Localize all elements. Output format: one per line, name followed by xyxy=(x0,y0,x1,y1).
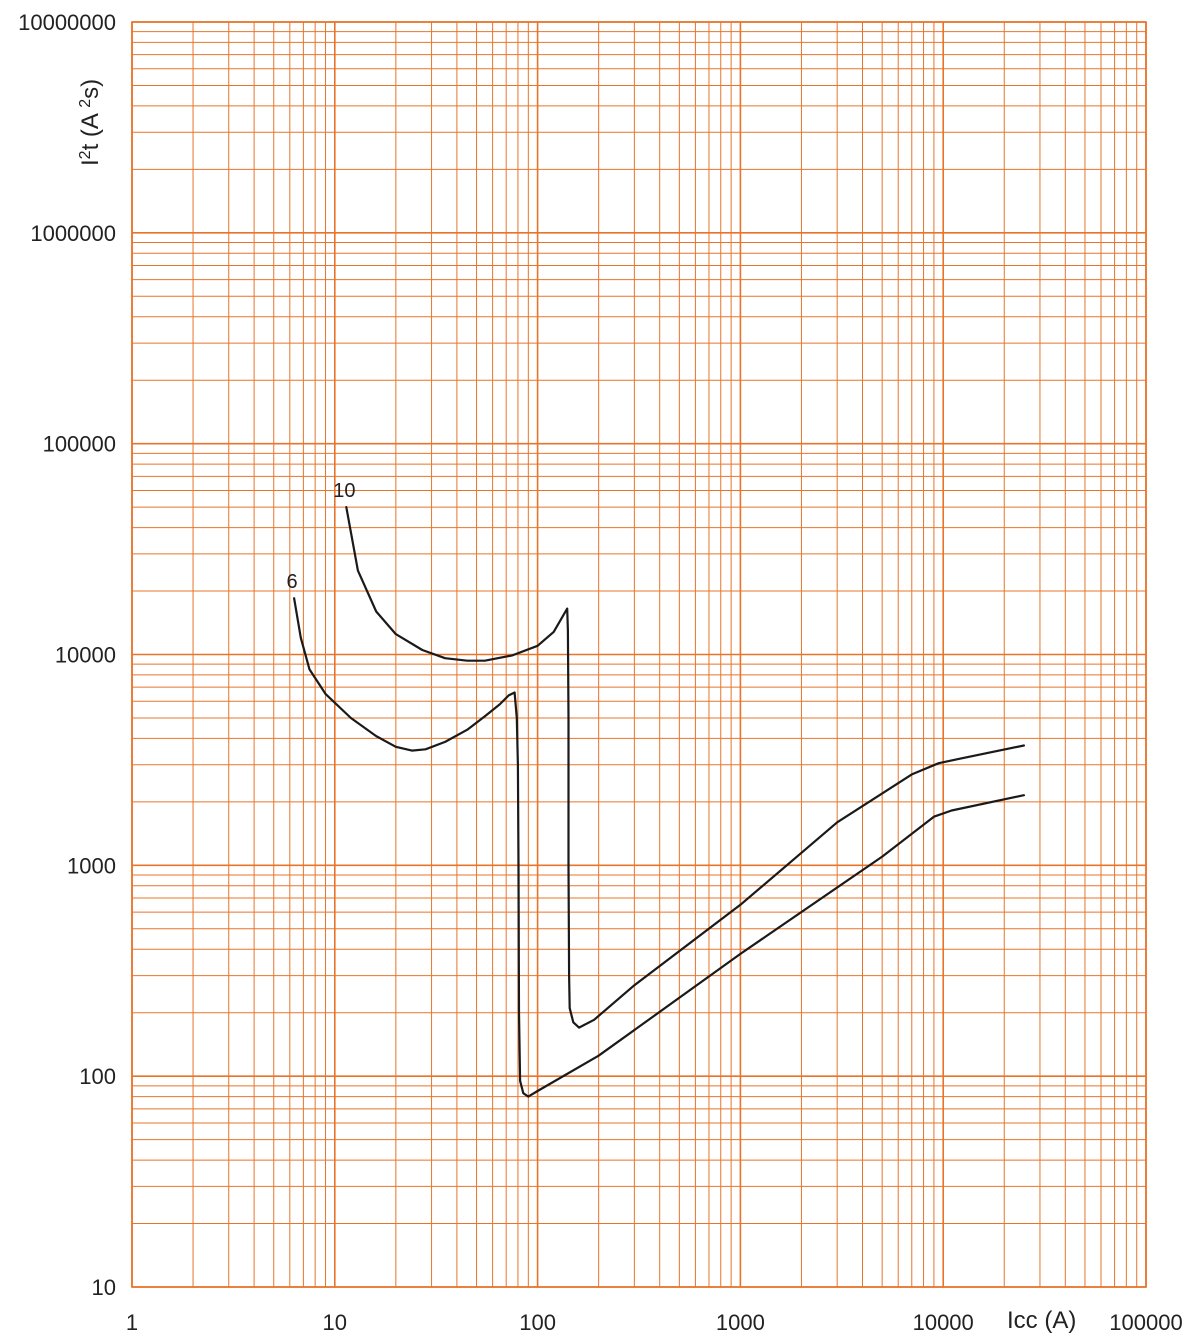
x-tick-label: 10000 xyxy=(913,1310,974,1335)
x-tick-label: 1000 xyxy=(716,1310,765,1335)
x-tick-label: 100000 xyxy=(1109,1310,1182,1335)
series-label-10: 10 xyxy=(333,480,355,502)
series-line-10 xyxy=(345,506,1025,1029)
series-labels: 10 6 xyxy=(287,480,356,593)
y-tick-label: 100000 xyxy=(43,432,116,457)
y-tick-label: 1000000 xyxy=(30,221,116,246)
x-tick-label: 10 xyxy=(323,1310,347,1335)
y-tick-label: 10000 xyxy=(55,643,116,668)
plot-frame xyxy=(131,21,1147,1288)
series-lines xyxy=(293,506,1025,1098)
y-tick-label: 100 xyxy=(79,1064,116,1089)
y-axis-title: I2t (A 2s) xyxy=(77,79,105,166)
tick-labels: 1 10 100 1000 10000 100000 10 100 1000 10000 10000… xyxy=(18,10,1183,1335)
series-label-6: 6 xyxy=(287,571,298,593)
y-tick-label: 10 xyxy=(92,1275,116,1300)
x-tick-label: 100 xyxy=(519,1310,556,1335)
y-tick-label: 1000 xyxy=(67,853,116,878)
x-tick-label: 1 xyxy=(126,1310,138,1335)
grid xyxy=(131,21,1147,1288)
x-axis-title: Icc (A) xyxy=(1007,1307,1076,1334)
series-line-6 xyxy=(293,597,1025,1098)
y-tick-label: 10000000 xyxy=(18,10,116,35)
